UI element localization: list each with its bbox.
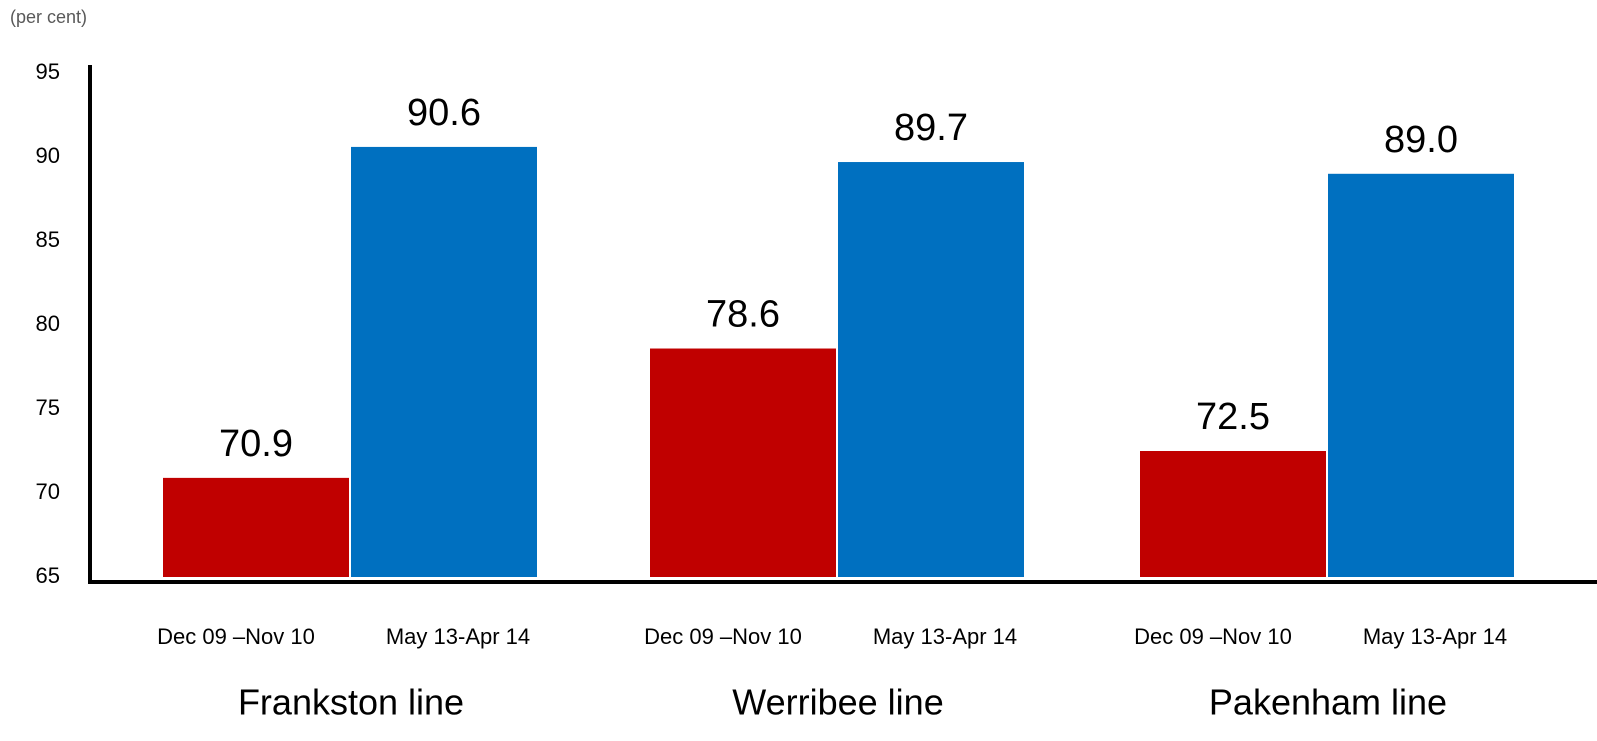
bar [838,162,1024,578]
y-tick-label: 75 [36,395,60,420]
x-tick-label: Frankston line [238,682,464,723]
series-label: May 13-Apr 14 [873,624,1017,649]
y-tick-label: 95 [36,59,60,84]
bar [1140,451,1326,577]
data-label: 72.5 [1196,396,1270,438]
y-tick-label: 85 [36,227,60,252]
bar [1328,173,1514,578]
series-label: Dec 09 –Nov 10 [157,624,315,649]
data-label: 89.0 [1384,119,1458,161]
series-label: May 13-Apr 14 [386,624,530,649]
x-tick-label: Werribee line [732,682,943,723]
bar [163,477,349,577]
y-axis-label: (per cent) [10,7,87,27]
series-label: Dec 09 –Nov 10 [644,624,802,649]
y-tick-label: 65 [36,563,60,588]
data-label: 78.6 [706,294,780,336]
data-label: 70.9 [219,423,293,465]
y-tick-label: 90 [36,143,60,168]
series-label: Dec 09 –Nov 10 [1134,624,1292,649]
bar [351,146,537,578]
data-label: 90.6 [407,92,481,134]
bar [650,348,836,577]
data-label: 89.7 [894,107,968,149]
y-tick-label: 80 [36,311,60,336]
x-tick-label: Pakenham line [1209,682,1447,723]
series-label: May 13-Apr 14 [1363,624,1507,649]
y-tick-label: 70 [36,479,60,504]
